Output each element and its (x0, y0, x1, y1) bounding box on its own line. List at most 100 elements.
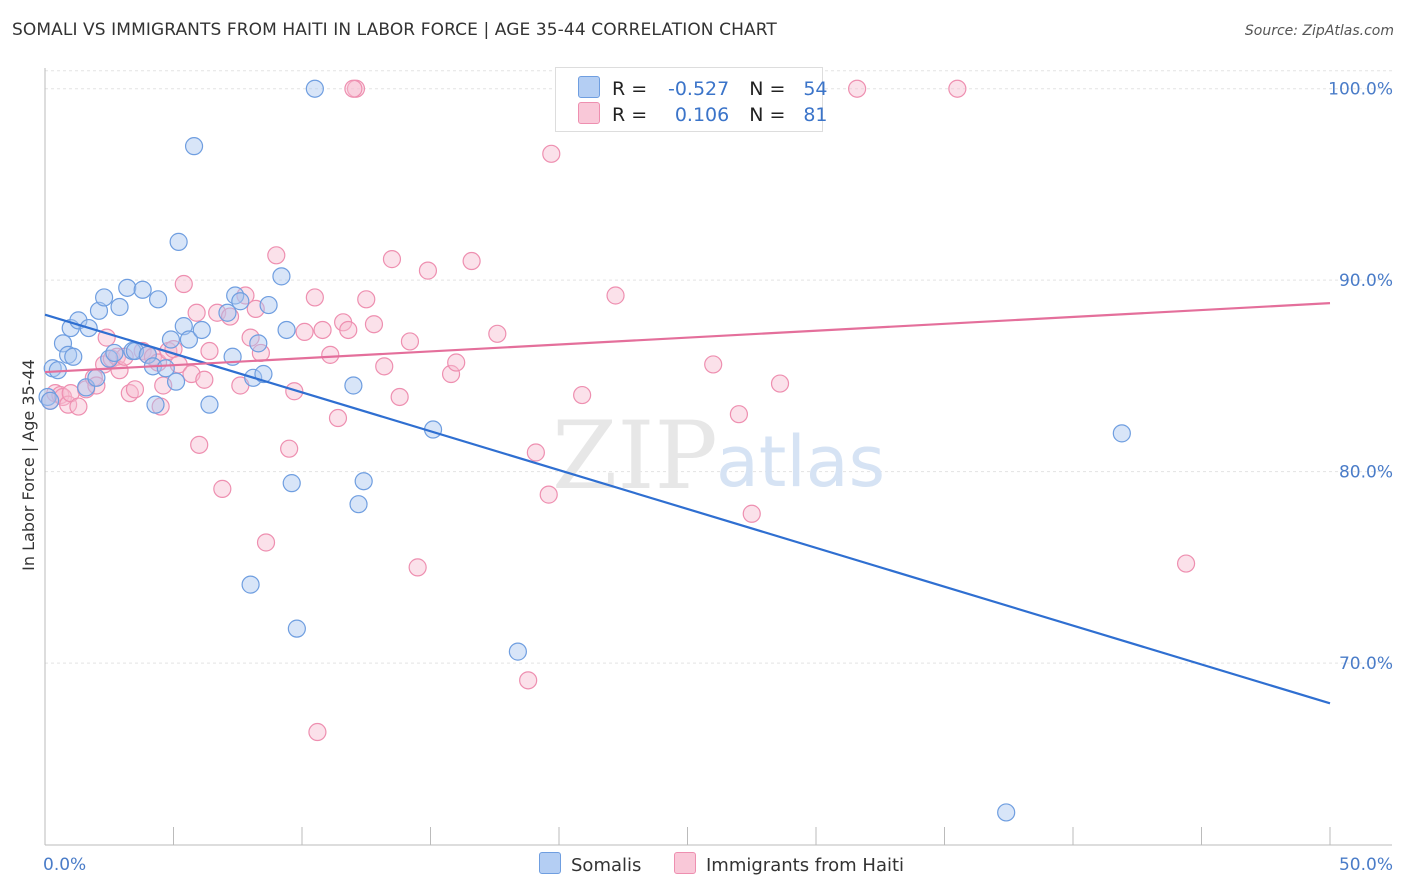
haiti-point (364, 315, 384, 334)
legend-row-somali: R = -0.527 N = 54 (578, 76, 828, 100)
haiti-point (539, 485, 558, 504)
somali-point (192, 320, 211, 340)
y-tick-label: 100.0% (1328, 80, 1393, 100)
somali-r-label: R = (612, 78, 648, 100)
haiti-point (1176, 554, 1196, 573)
haiti-point (313, 320, 332, 340)
somali-point (508, 642, 527, 661)
somali-point (997, 803, 1016, 822)
haiti-point (328, 408, 348, 428)
haiti-point (418, 261, 438, 280)
somali-point (259, 295, 278, 315)
somali-point (41, 391, 60, 410)
somali-point (169, 232, 188, 251)
haiti-point (742, 504, 761, 523)
haiti-point (305, 288, 324, 307)
axis-labels: 70.0% 80.0% 90.0% 100.0% 0.0% 50.0% In Labor F… (19, 80, 1393, 875)
haiti-point (606, 286, 625, 305)
chart-title: SOMALI VS IMMIGRANTS FROM HAITI IN LABOR… (12, 20, 777, 40)
somali-point (156, 359, 175, 378)
x-tick-label-max: 50.0% (1339, 855, 1393, 875)
somali-point (110, 297, 129, 317)
haiti-point (174, 274, 193, 294)
somali-point (161, 330, 181, 349)
somali-point (118, 278, 137, 297)
somali-point (226, 286, 245, 305)
haiti-point (200, 341, 219, 361)
somali-point (53, 334, 73, 353)
somali-point (166, 372, 186, 391)
somali-points (38, 79, 1131, 822)
haiti-point (236, 286, 255, 305)
somali-n-label: N = (749, 78, 786, 100)
somali-point (87, 368, 106, 387)
bottom-legend-somali: Somalis (539, 852, 641, 876)
somali-point (133, 280, 152, 299)
haiti-point (375, 357, 394, 376)
somali-point (354, 472, 373, 491)
haiti-legend-label: Immigrants from Haiti (706, 855, 905, 876)
haiti-point (97, 328, 116, 347)
somali-point (100, 349, 119, 368)
somali-point (148, 290, 168, 309)
somali-point (64, 347, 83, 366)
haiti-swatch (578, 102, 600, 124)
haiti-point (462, 251, 481, 271)
haiti-point (408, 558, 427, 577)
haiti-point (213, 479, 232, 498)
source-credit: Source: ZipAtlas.com (1244, 23, 1394, 39)
y-axis-label: In Labor Force | Age 35-44 (19, 359, 38, 571)
somali-point (89, 301, 109, 320)
haiti-point (729, 405, 749, 424)
somali-r-value: -0.527 (667, 78, 730, 100)
somali-point (231, 292, 250, 311)
haiti-point (704, 355, 723, 374)
haiti-point (573, 385, 592, 405)
somali-point (174, 317, 193, 336)
haiti-point (519, 671, 538, 690)
haiti-point (526, 443, 545, 462)
haiti-point (256, 533, 276, 552)
haiti-point (295, 322, 314, 341)
haiti-r-label: R = (612, 104, 648, 126)
haiti-point (344, 79, 363, 98)
haiti-n-label: N = (749, 104, 786, 126)
somali-point (272, 267, 291, 286)
haiti-n-value: 81 (803, 104, 828, 126)
haiti-points (41, 79, 1196, 742)
haiti-point (339, 320, 358, 340)
y-tick-label: 90.0% (1339, 271, 1393, 291)
haiti-point (280, 439, 299, 458)
somali-point (200, 395, 219, 414)
somali-point (69, 311, 88, 330)
haiti-point (441, 364, 461, 384)
haiti-point (285, 382, 304, 401)
haiti-point (542, 144, 561, 163)
somali-point (249, 334, 268, 353)
somali-point (1112, 424, 1131, 443)
somali-point (349, 495, 368, 514)
somali-point (218, 303, 237, 322)
haiti-point (357, 290, 376, 309)
somali-n-value: 54 (803, 78, 828, 100)
y-tick-label: 80.0% (1339, 463, 1393, 483)
haiti-point (488, 324, 507, 343)
legend-row-haiti: R = 0.106 N = 81 (578, 102, 828, 126)
haiti-point (308, 722, 327, 742)
haiti-point (390, 387, 409, 407)
somali-point (184, 137, 204, 156)
y-tick-label: 70.0% (1339, 654, 1393, 674)
haiti-legend-swatch (674, 852, 696, 874)
correlation-legend: R = -0.527 N = 54 R = 0.106 N = 81 (555, 67, 828, 132)
somali-trend-line (44, 313, 1331, 705)
somali-point (254, 364, 273, 384)
haiti-point (321, 345, 340, 364)
haiti-point (447, 353, 466, 372)
haiti-point (770, 374, 790, 393)
zipatlas-watermark: ZIP atlas (552, 402, 885, 511)
somali-legend-swatch (539, 852, 561, 874)
bottom-legend-haiti: Immigrants from Haiti (674, 852, 904, 876)
trend-lines (44, 302, 1331, 705)
haiti-point (125, 380, 145, 399)
somali-point (179, 330, 199, 349)
